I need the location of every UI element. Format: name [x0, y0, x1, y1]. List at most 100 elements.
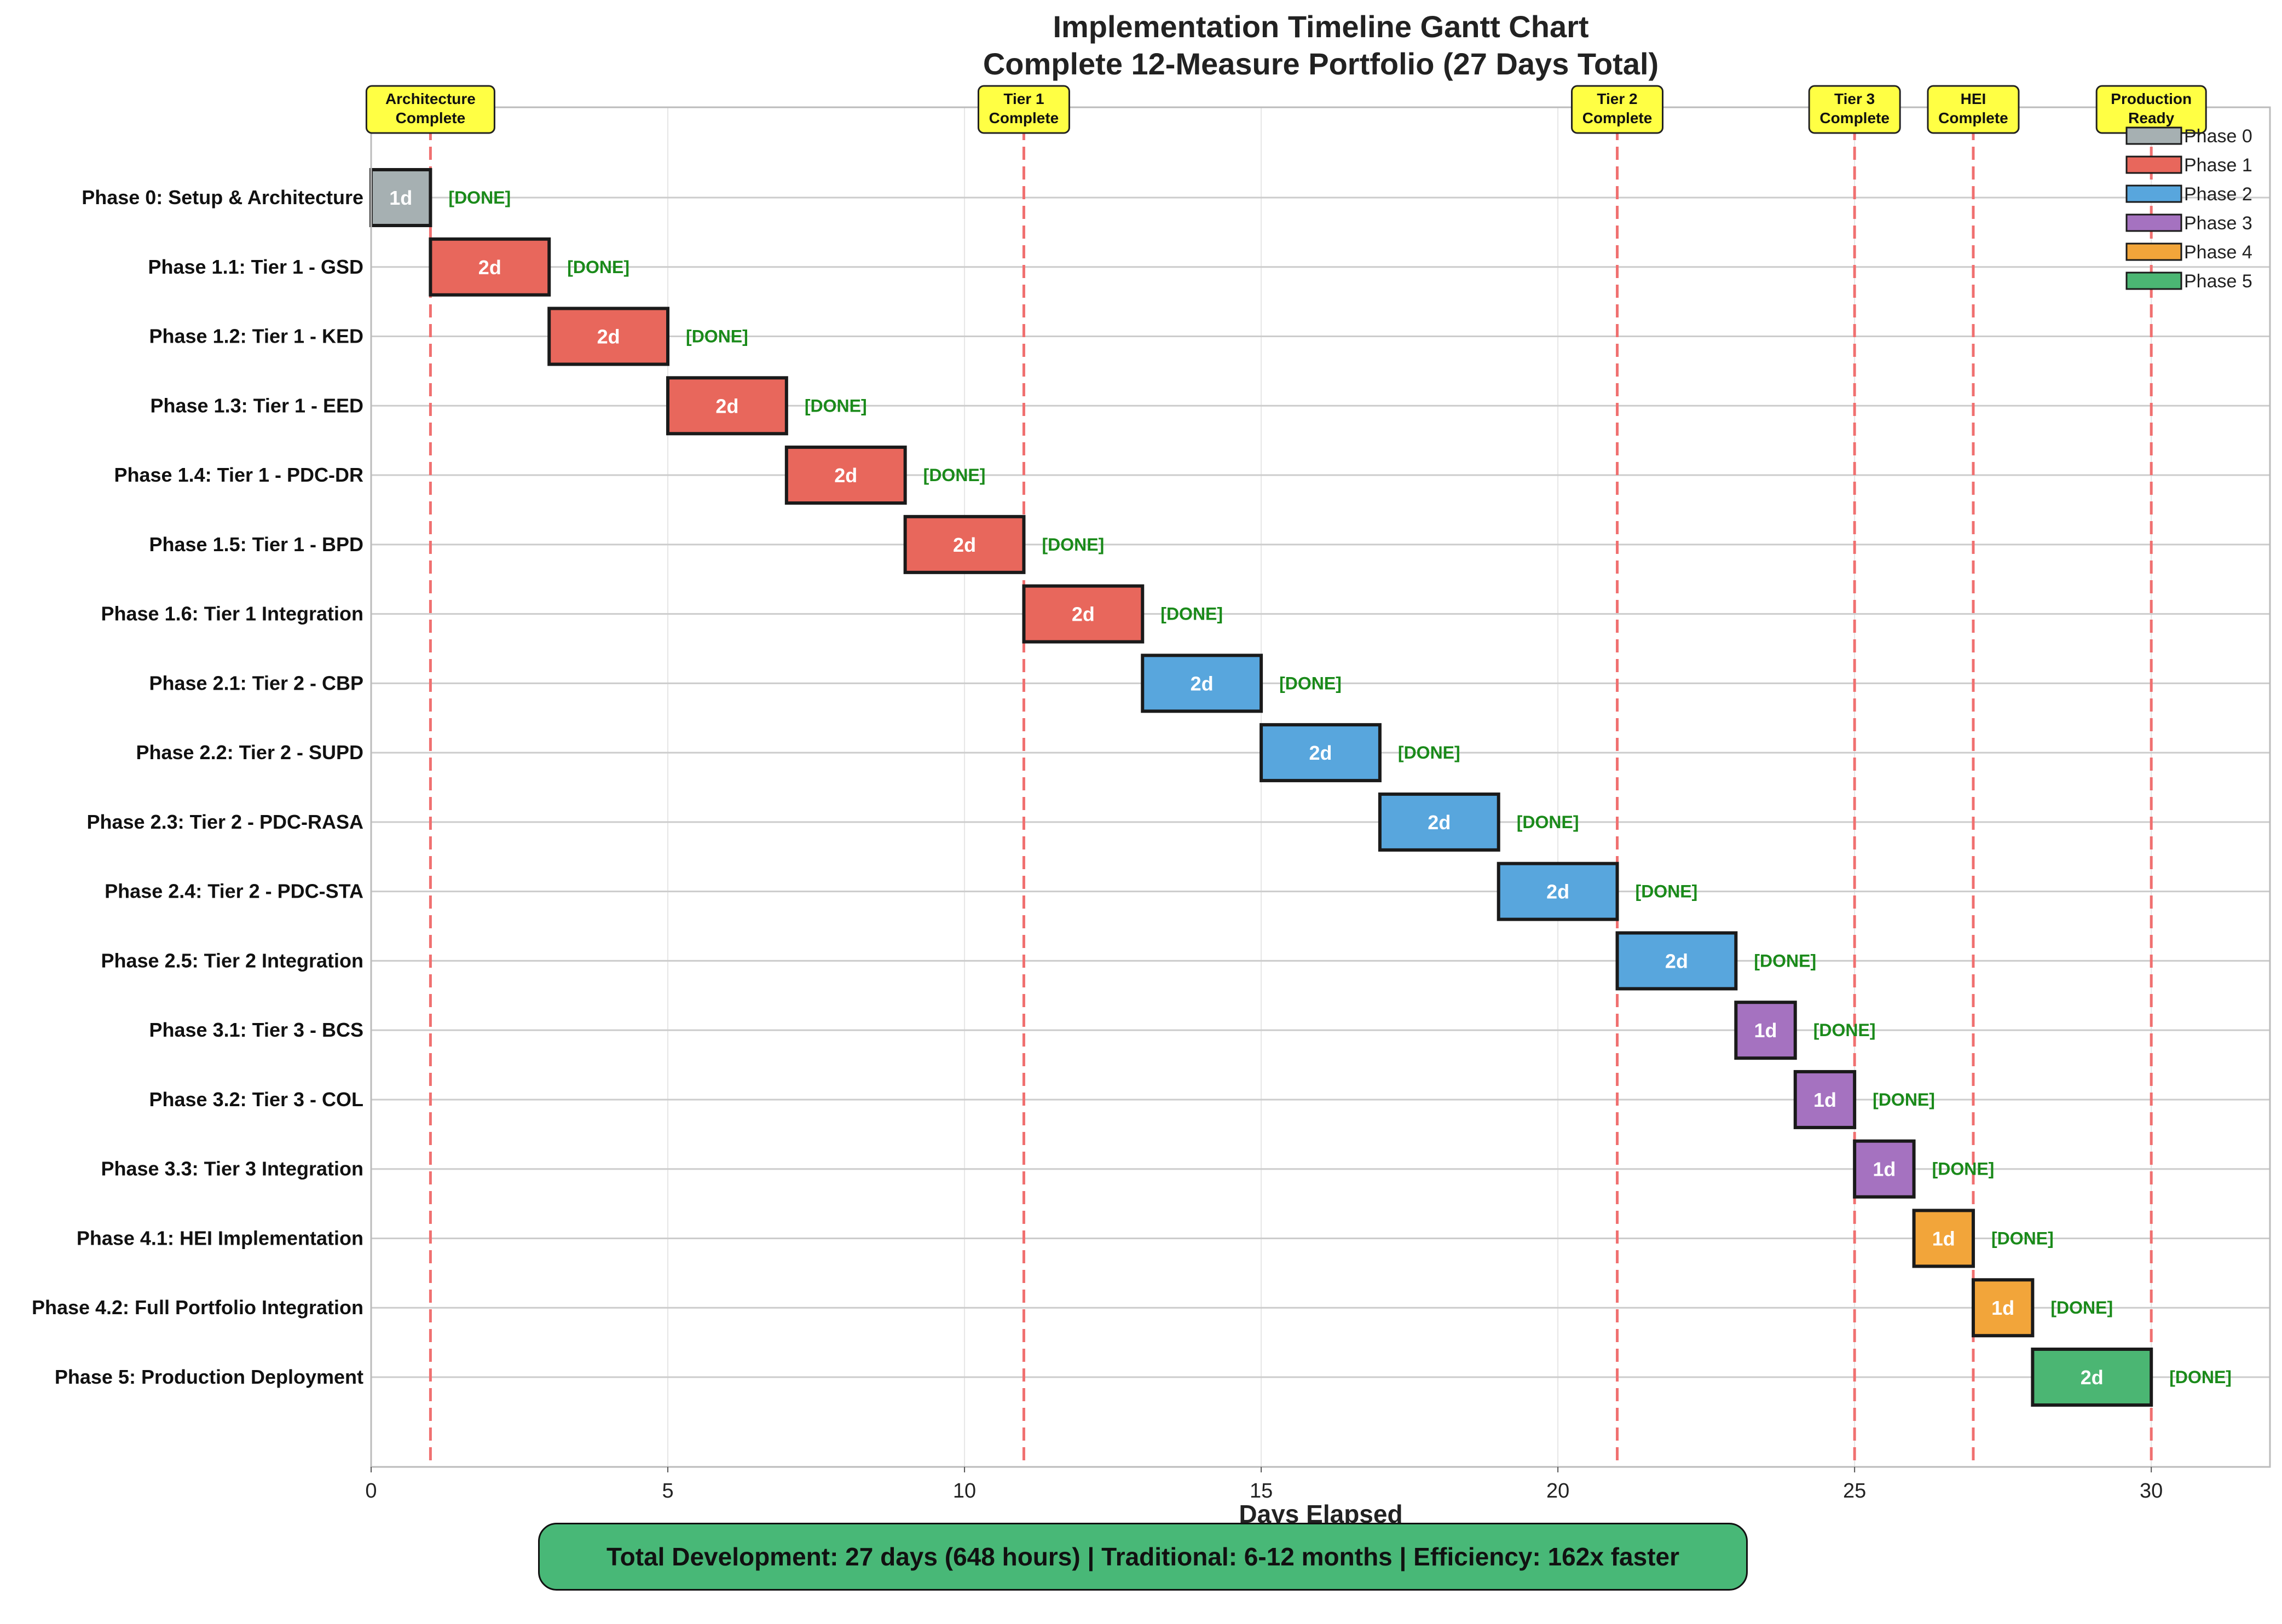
- legend-swatch: [2125, 155, 2182, 174]
- task-name-label: Phase 4.2: Full Portfolio Integration: [32, 1296, 363, 1319]
- task-name-label: Phase 2.2: Tier 2 - SUPD: [136, 741, 363, 764]
- plot-frame: [370, 106, 2271, 1468]
- task-labels: Phase 0: Setup & Architecture Phase 1.1: …: [32, 186, 363, 1388]
- legend-entry: Phase 3: [2184, 213, 2252, 234]
- status-label: [DONE]: [686, 327, 748, 346]
- status-label: [DONE]: [1517, 812, 1579, 832]
- task-bar: [1378, 792, 1500, 852]
- legend-entry: Phase 5: [2184, 271, 2252, 292]
- task-bar: [903, 515, 1026, 574]
- x-tick-label: 25: [1843, 1479, 1866, 1502]
- milestone-box: [977, 85, 1070, 134]
- task-name-label: Phase 1.1: Tier 1 - GSD: [148, 256, 363, 278]
- status-label: [DONE]: [923, 465, 986, 485]
- status-label: [DONE]: [1991, 1228, 2054, 1248]
- milestone-label: Complete: [1819, 109, 1890, 126]
- x-tick-label: 20: [1546, 1479, 1569, 1502]
- x-tick-label: 0: [365, 1479, 377, 1502]
- duration-label: 2d: [1191, 672, 1214, 695]
- legend-swatch: [2125, 242, 2182, 261]
- task-bar: [429, 237, 551, 297]
- task-name-label: Phase 1.6: Tier 1 Integration: [101, 603, 364, 625]
- status-label: [DONE]: [1398, 743, 1460, 762]
- status-label: [DONE]: [1636, 882, 1698, 901]
- duration-label: 2d: [1428, 811, 1451, 834]
- duration-label: 1d: [1873, 1158, 1896, 1181]
- status-label: [DONE]: [1932, 1159, 1995, 1179]
- status-label: [DONE]: [1279, 673, 1342, 693]
- x-tick-label: 10: [953, 1479, 976, 1502]
- task-bar: [1971, 1278, 2035, 1338]
- chart-title: Implementation Timeline Gantt Chart: [1053, 9, 1588, 44]
- legend-entry: Phase 2: [2184, 184, 2252, 205]
- milestone-label: Tier 3: [1834, 90, 1875, 107]
- legend-entry: Phase 4: [2184, 242, 2252, 263]
- duration-label: 2d: [715, 395, 738, 417]
- milestone-label: Complete: [396, 109, 466, 126]
- status-label: [DONE]: [448, 188, 511, 207]
- status-label: [DONE]: [805, 396, 867, 415]
- duration-label: 2d: [597, 326, 620, 348]
- duration-label: 2d: [953, 534, 976, 556]
- duration-label: 1d: [1991, 1297, 2014, 1319]
- milestone-label: Complete: [1582, 109, 1653, 126]
- task-bar: [1497, 862, 1619, 921]
- task-name-label: Phase 1.3: Tier 1 - EED: [150, 394, 363, 417]
- task-bar: [1912, 1209, 1975, 1268]
- task-bar: [1734, 1001, 1797, 1060]
- status-label: [DONE]: [567, 257, 629, 277]
- task-name-label: Phase 5: Production Deployment: [55, 1366, 363, 1388]
- duration-label: 2d: [2081, 1366, 2104, 1389]
- milestone-label: Tier 1: [1003, 90, 1044, 107]
- x-tick-label: 15: [1250, 1479, 1273, 1502]
- duration-label: 1d: [1932, 1227, 1955, 1250]
- task-bar: [1615, 931, 1738, 991]
- legend-entry: Phase 0: [2184, 126, 2252, 147]
- summary-banner: Total Development: 27 days (648 hours) |…: [538, 1523, 1748, 1591]
- milestone-labels: Architecture Complete Tier 1 Complete Tier 2…: [365, 85, 2207, 134]
- duration-label: 1d: [389, 187, 412, 209]
- legend-swatch: [2125, 271, 2182, 290]
- task-name-label: Phase 3.2: Tier 3 - COL: [149, 1088, 363, 1111]
- milestone-lines: [429, 107, 2153, 1467]
- task-name-label: Phase 2.3: Tier 2 - PDC-RASA: [87, 811, 364, 833]
- x-tick-label: 5: [662, 1479, 673, 1502]
- chart-subtitle: Complete 12-Measure Portfolio (27 Days T…: [983, 47, 1659, 81]
- milestone-label: Tier 2: [1597, 90, 1637, 107]
- task-name-label: Phase 4.1: HEI Implementation: [77, 1227, 363, 1249]
- task-name-label: Phase 1.2: Tier 1 - KED: [149, 325, 364, 348]
- task-bar: [547, 307, 670, 366]
- x-tick-label: 30: [2140, 1479, 2163, 1502]
- duration-label: 1d: [1754, 1019, 1777, 1042]
- status-label: [DONE]: [1813, 1020, 1876, 1040]
- status-label: [DONE]: [1160, 604, 1223, 624]
- legend-swatch: [2125, 184, 2182, 203]
- milestone-label: Production: [2111, 90, 2192, 107]
- milestone-box: [1927, 85, 2020, 134]
- milestone-label: Complete: [1938, 109, 2008, 126]
- task-name-label: Phase 3.1: Tier 3 - BCS: [149, 1019, 364, 1041]
- task-name-label: Phase 2.4: Tier 2 - PDC-STA: [105, 880, 363, 903]
- milestone-box: [1571, 85, 1664, 134]
- duration-label: 2d: [1665, 950, 1688, 972]
- task-name-label: Phase 3.3: Tier 3 Integration: [101, 1158, 364, 1180]
- milestone-label: Ready: [2128, 109, 2174, 126]
- task-bar: [784, 446, 907, 505]
- task-bar: [1853, 1139, 1916, 1199]
- task-name-label: Phase 0: Setup & Architecture: [82, 186, 363, 209]
- status-label: [DONE]: [1754, 951, 1816, 970]
- grid-lines: [371, 107, 2270, 1467]
- task-bars: 1d [DONE] 2d [DONE] 2d [DONE] 2d [DONE] 2d [DONE]…: [369, 168, 2232, 1407]
- task-bar: [1793, 1070, 1857, 1129]
- task-bar: [2031, 1348, 2153, 1407]
- duration-label: 2d: [478, 256, 501, 279]
- duration-label: 2d: [834, 464, 857, 487]
- milestone-label: HEI: [1961, 90, 1986, 107]
- task-name-label: Phase 1.5: Tier 1 - BPD: [149, 533, 364, 556]
- task-bar: [666, 376, 788, 436]
- milestone-box: [365, 85, 495, 134]
- legend-entry: Phase 1: [2184, 155, 2252, 176]
- task-bar: [1141, 654, 1263, 713]
- milestone-label: Complete: [989, 109, 1059, 126]
